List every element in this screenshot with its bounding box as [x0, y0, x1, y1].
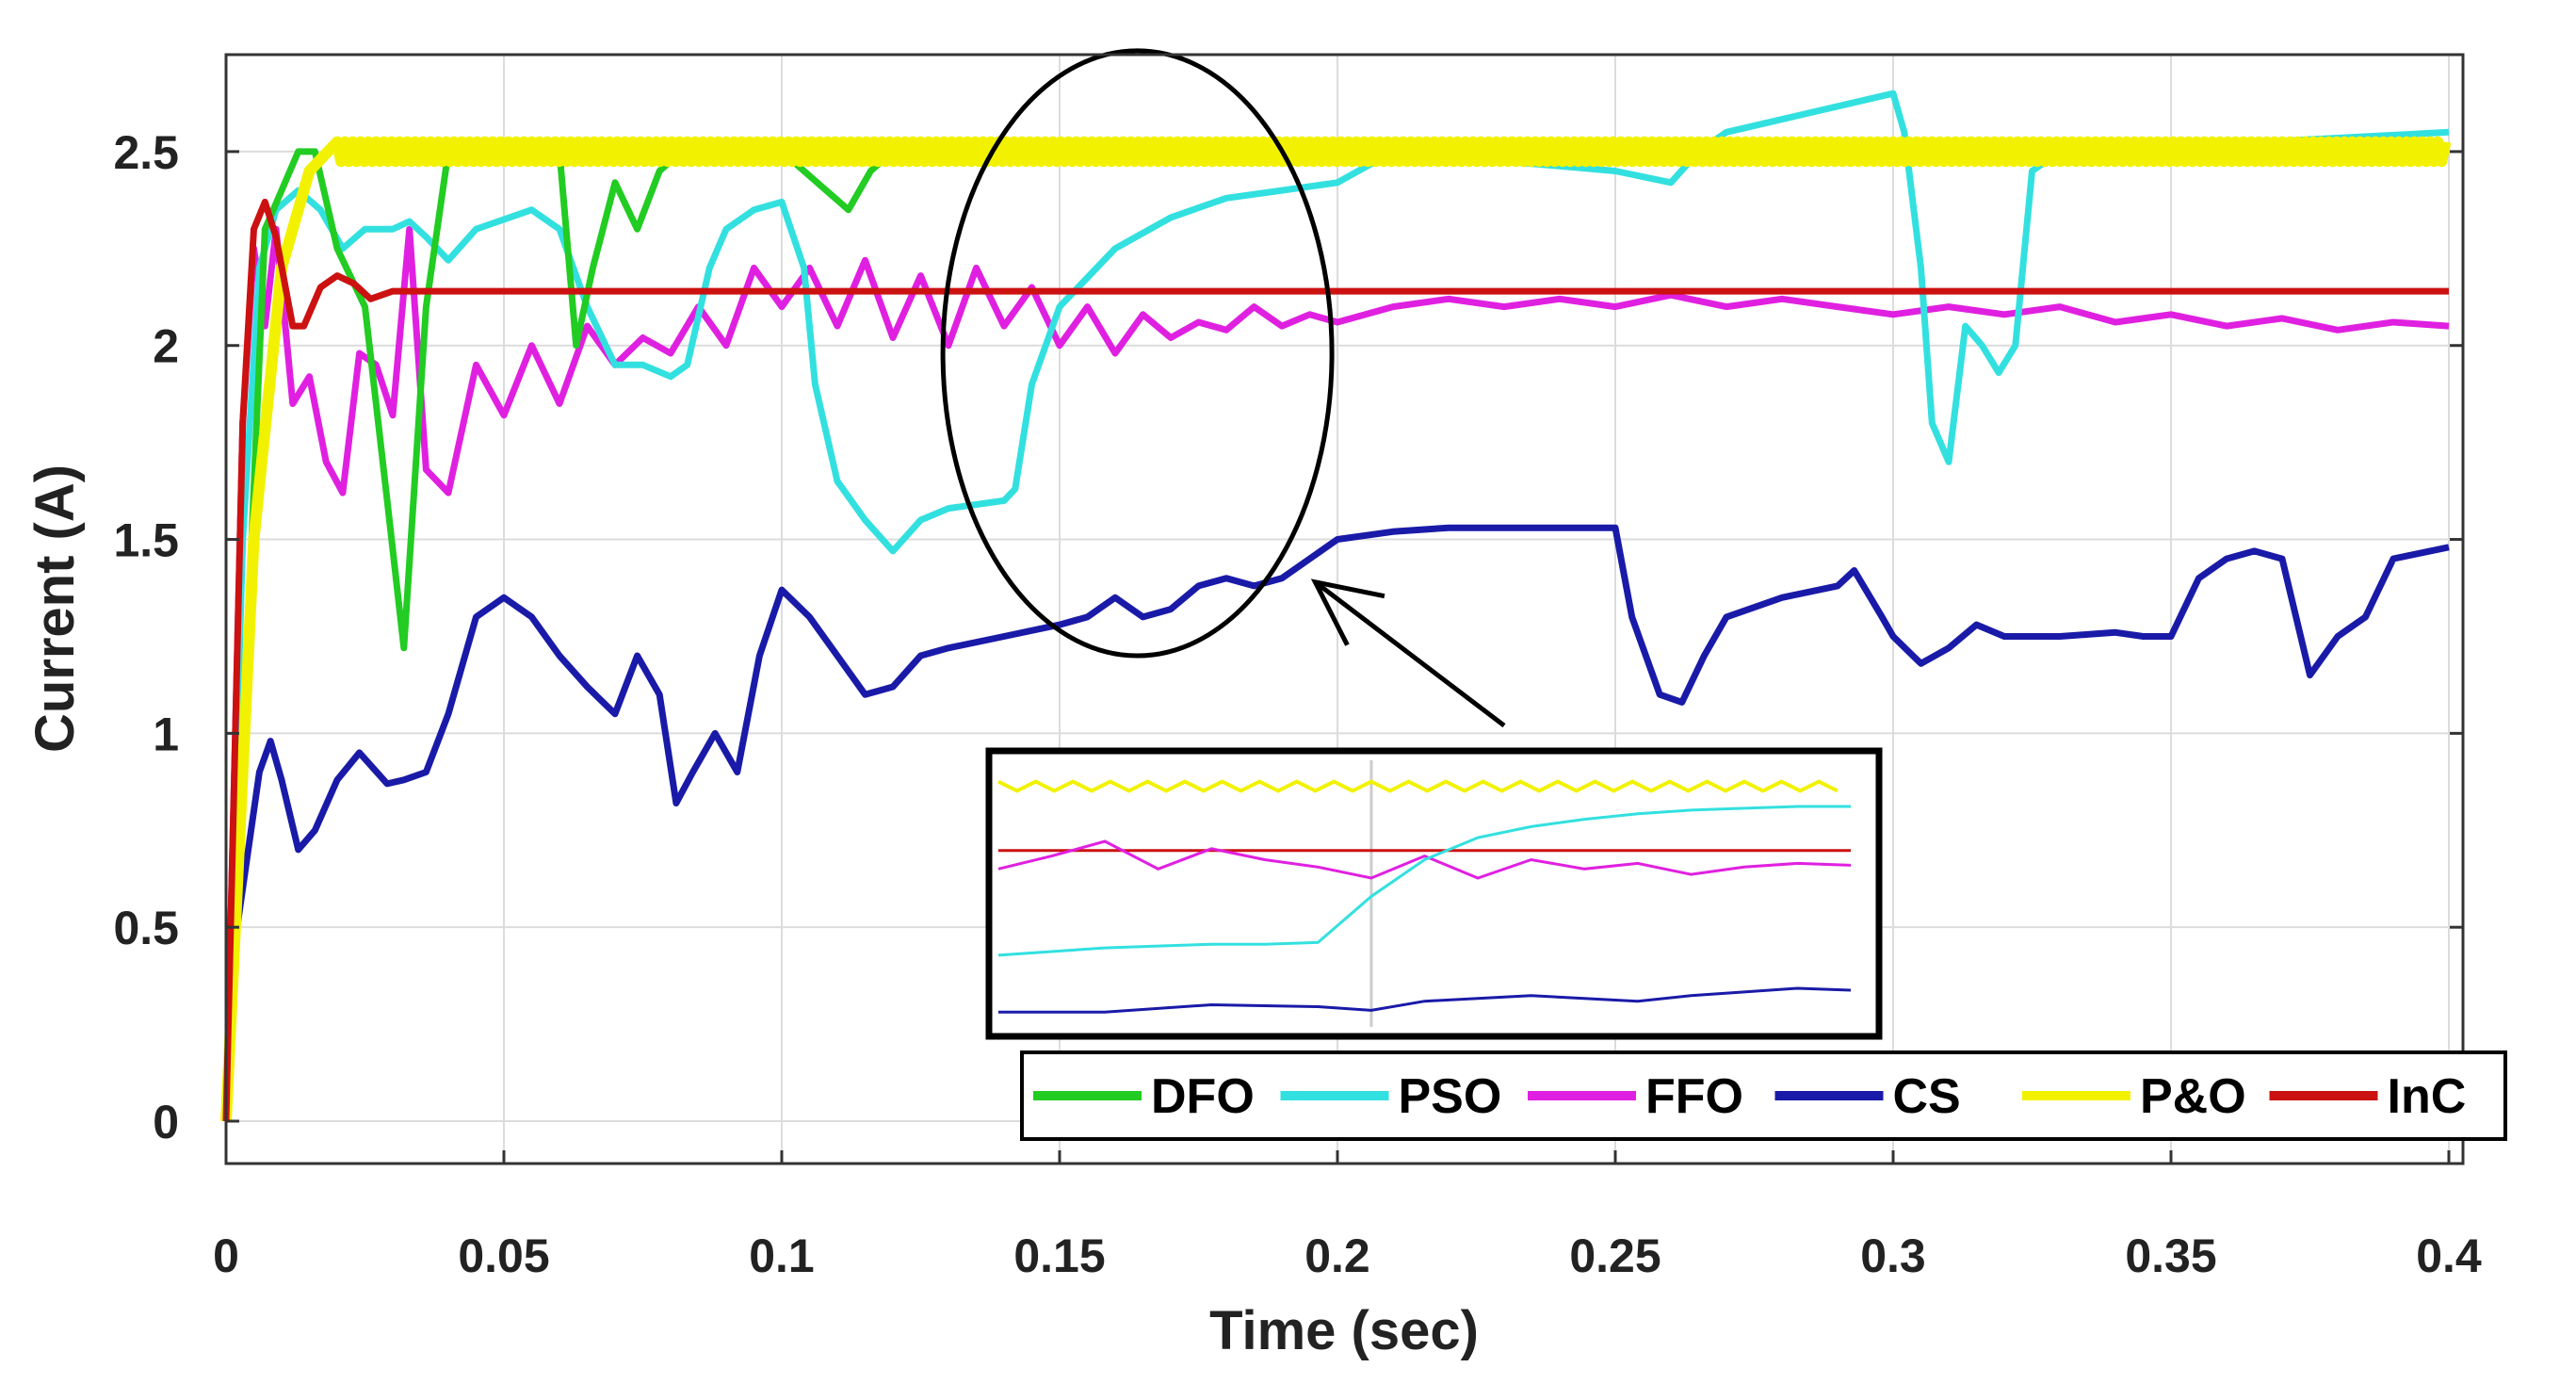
y-tick-label: 1.5: [113, 514, 179, 567]
x-tick-label: 0: [213, 1229, 239, 1282]
legend-label: FFO: [1645, 1069, 1743, 1124]
x-axis-title: Time (sec): [1209, 1300, 1479, 1361]
highlight-annotation: [940, 48, 1506, 728]
inset-line-cs: [998, 986, 1852, 1014]
legend-label: P&O: [2140, 1069, 2246, 1124]
legend: DFO PSO FFO CS P&O InC: [1020, 1050, 2507, 1141]
x-tick-label: 0.35: [2125, 1229, 2216, 1282]
y-tick-label: 2.5: [113, 126, 179, 179]
y-tick-label: 0.5: [113, 902, 179, 954]
x-tick-label: 0.3: [1860, 1229, 1926, 1282]
pointer-arrow: [1313, 579, 1506, 728]
highlight-ellipse: [940, 48, 1335, 659]
series-lines: [220, 90, 2452, 1122]
series-line-cs: [222, 524, 2450, 1122]
legend-label: CS: [1893, 1069, 1961, 1124]
legend-label: DFO: [1151, 1069, 1255, 1124]
x-tick-label: 0.05: [458, 1229, 549, 1282]
y-tick-label: 0: [153, 1096, 179, 1148]
legend-box: [1020, 1050, 2507, 1141]
inset-line-pso: [997, 805, 1851, 957]
inset-line-ffo: [997, 839, 1852, 880]
y-tick-label: 1: [153, 708, 179, 760]
y-tick-label: 2: [153, 320, 179, 373]
series-line-po: [220, 136, 2452, 1122]
plot-frame: [224, 53, 2465, 1165]
legend-label: PSO: [1399, 1069, 1502, 1124]
arrow-head: [1310, 578, 1385, 646]
y-axis-title: Current (A): [24, 464, 86, 753]
inset-line-po: [997, 779, 1839, 793]
series-line-ffo: [222, 225, 2450, 1122]
inset-frame: [985, 747, 1883, 1040]
legend-label: InC: [2388, 1069, 2467, 1124]
series-line-pso: [222, 90, 2450, 1122]
x-tick-label: 0.25: [1569, 1229, 1661, 1282]
x-tick-label: 0.15: [1013, 1229, 1105, 1282]
inset-zoom-box: [985, 747, 1883, 1040]
x-tick-label: 0.1: [749, 1229, 815, 1282]
x-tick-label: 0.4: [2416, 1229, 2482, 1282]
x-tick-label: 0.2: [1304, 1229, 1370, 1282]
axis-ticks: 0 0.05 0.1 0.15 0.2 0.25 0.3 0.35 0.4 0 0.5 1 1.5 2 2.…: [113, 126, 2481, 1282]
series-line-inc: [222, 198, 2449, 1122]
